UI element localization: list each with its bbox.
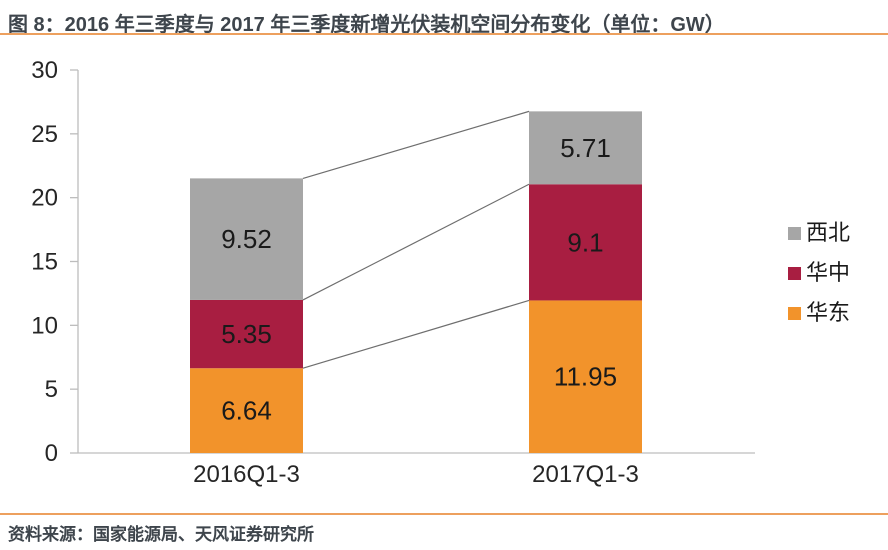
- bar-segment-西北-2016Q1-3: [190, 178, 303, 300]
- y-tick-label: 10: [31, 312, 58, 339]
- legend-swatch-华中: [788, 267, 801, 280]
- legend-label-华中: 华中: [806, 260, 850, 285]
- value-label: 9.52: [221, 224, 272, 254]
- bar-segment-华中-2017Q1-3: [529, 184, 642, 301]
- value-label: 9.1: [567, 227, 603, 257]
- value-label: 5.71: [560, 133, 611, 163]
- connector-line: [302, 183, 530, 301]
- bottom-accent-rule: [0, 513, 888, 515]
- x-axis-label: 2016Q1-3: [193, 461, 300, 488]
- y-tick-label: 5: [45, 376, 58, 403]
- bar-segment-华东-2017Q1-3: [529, 300, 642, 453]
- legend-label-西北: 西北: [806, 220, 850, 245]
- legend-swatch-西北: [788, 227, 801, 240]
- connector-line: [302, 110, 530, 179]
- y-tick-label: 0: [45, 440, 58, 467]
- value-label: 5.35: [221, 319, 272, 349]
- bar-segment-西北-2017Q1-3: [529, 111, 642, 185]
- legend-swatch-华东: [788, 307, 801, 320]
- connector-line: [302, 299, 530, 369]
- top-accent-rule: [0, 33, 888, 35]
- y-tick-label: 15: [31, 249, 58, 276]
- source-note: 资料来源：国家能源局、天风证券研究所: [8, 525, 314, 544]
- bar-segment-华中-2016Q1-3: [190, 299, 303, 369]
- y-tick-label: 30: [31, 57, 58, 84]
- y-tick-label: 25: [31, 121, 58, 148]
- value-label: 11.95: [554, 362, 617, 392]
- figure-title: 图 8：2016 年三季度与 2017 年三季度新增光伏装机空间分布变化（单位：…: [8, 14, 725, 36]
- x-axis-label: 2017Q1-3: [532, 461, 639, 488]
- value-label: 6.64: [221, 396, 272, 426]
- y-tick-label: 20: [31, 185, 58, 212]
- bar-segment-华东-2016Q1-3: [190, 368, 303, 453]
- legend-label-华东: 华东: [806, 300, 850, 325]
